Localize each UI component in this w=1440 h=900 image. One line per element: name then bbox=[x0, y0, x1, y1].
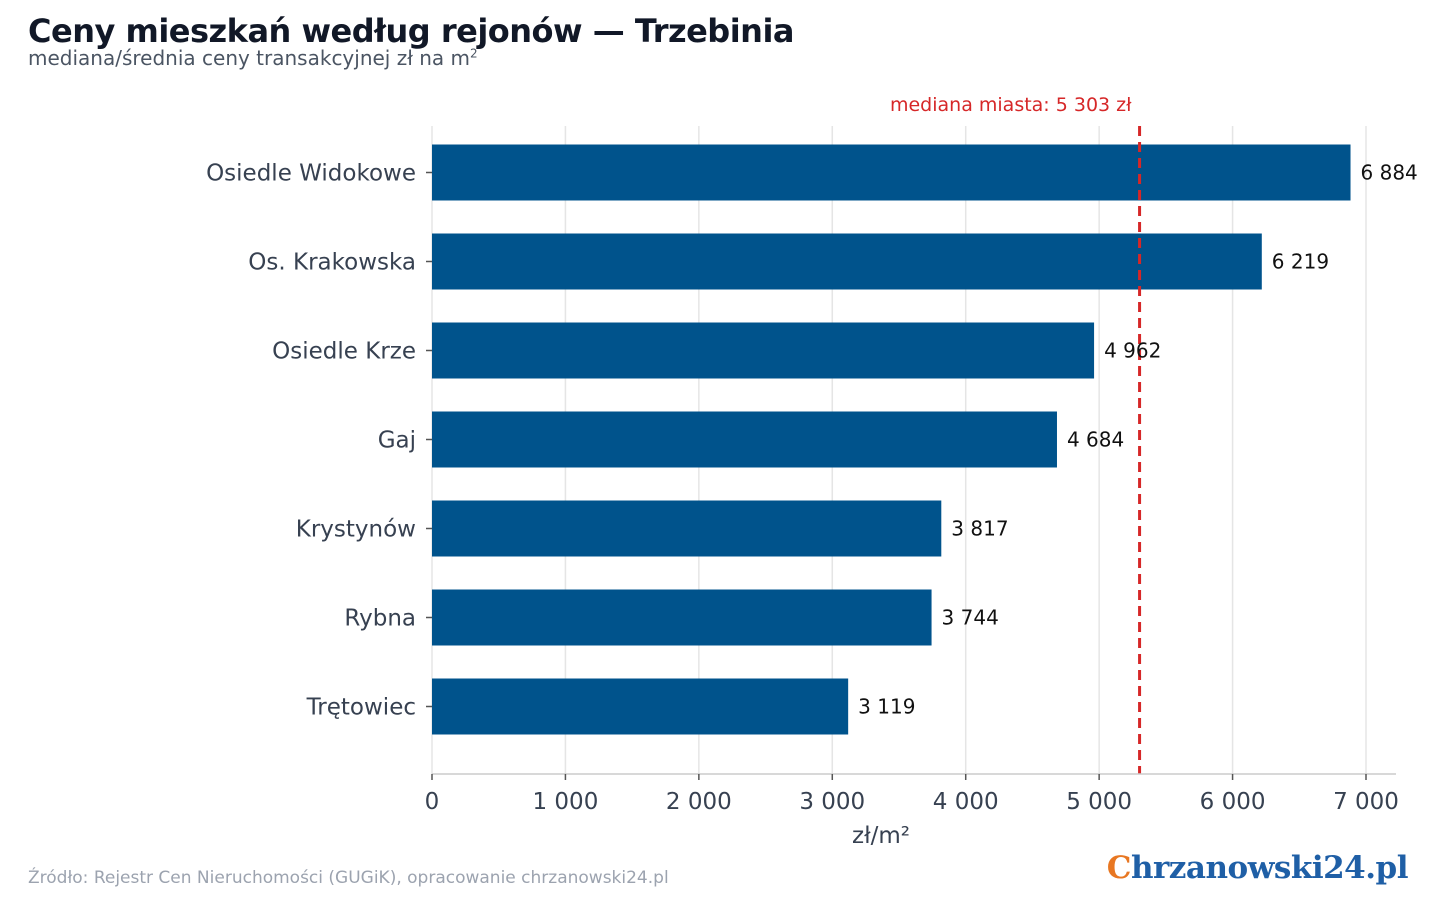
category-label: Gaj bbox=[378, 428, 416, 454]
value-label: 3 817 bbox=[951, 517, 1008, 541]
value-label: 6 219 bbox=[1272, 250, 1329, 274]
category-label: Osiedle Krze bbox=[272, 339, 416, 365]
subtitle-text: mediana/średnia ceny transakcyjnej zł na… bbox=[28, 46, 471, 70]
category-label: Trętowiec bbox=[306, 695, 416, 721]
brand-logo: Chrzanowski24.pl bbox=[1106, 850, 1409, 886]
axes: 0 1 000 2 000 3 000 4 000 5 000 6 000 7 000 zł/m… bbox=[206, 161, 1399, 850]
x-tick-label: 5 000 bbox=[1066, 789, 1132, 815]
value-label: 4 684 bbox=[1067, 428, 1124, 452]
brand-logo-text: hrzanowski24.pl bbox=[1130, 850, 1409, 886]
category-label: Os. Krakowska bbox=[248, 250, 416, 276]
value-label: 6 884 bbox=[1361, 161, 1418, 185]
bar bbox=[432, 678, 849, 735]
value-label: 4 962 bbox=[1104, 339, 1161, 363]
x-tick-label: 4 000 bbox=[933, 789, 999, 815]
category-label: Krystynów bbox=[296, 517, 416, 543]
value-labels: 6 884 6 219 4 962 4 684 3 817 3 744 3 119 bbox=[858, 161, 1418, 719]
bar bbox=[432, 589, 932, 646]
bar bbox=[432, 411, 1057, 468]
brand-logo-initial: C bbox=[1106, 850, 1132, 886]
value-label: 3 744 bbox=[942, 606, 999, 630]
x-tick-label: 6 000 bbox=[1200, 789, 1266, 815]
subtitle-superscript: 2 bbox=[470, 46, 478, 61]
chart-subtitle: mediana/średnia ceny transakcyjnej zł na… bbox=[28, 46, 478, 70]
reference-line-group: mediana miasta: 5 303 zł bbox=[890, 94, 1142, 774]
source-note: Źródło: Rejestr Cen Nieruchomości (GUGiK… bbox=[28, 868, 669, 888]
x-tick-label: 7 000 bbox=[1333, 789, 1399, 815]
bar bbox=[432, 322, 1095, 379]
value-label: 3 119 bbox=[858, 695, 915, 719]
x-axis-title: zł/m² bbox=[852, 823, 910, 849]
x-tick-label: 3 000 bbox=[799, 789, 865, 815]
bar bbox=[432, 233, 1262, 290]
x-tick-label: 1 000 bbox=[532, 789, 598, 815]
category-label: Osiedle Widokowe bbox=[206, 161, 416, 187]
x-tick-label: 2 000 bbox=[666, 789, 732, 815]
bar bbox=[432, 500, 942, 557]
category-label: Rybna bbox=[344, 606, 416, 632]
median-reference-label: mediana miasta: 5 303 zł bbox=[890, 94, 1132, 116]
x-tick-label: 0 bbox=[425, 789, 440, 815]
bars bbox=[432, 144, 1351, 735]
chart-title: Ceny mieszkań według rejonów — Trzebinia bbox=[28, 12, 795, 50]
bar bbox=[432, 144, 1351, 201]
